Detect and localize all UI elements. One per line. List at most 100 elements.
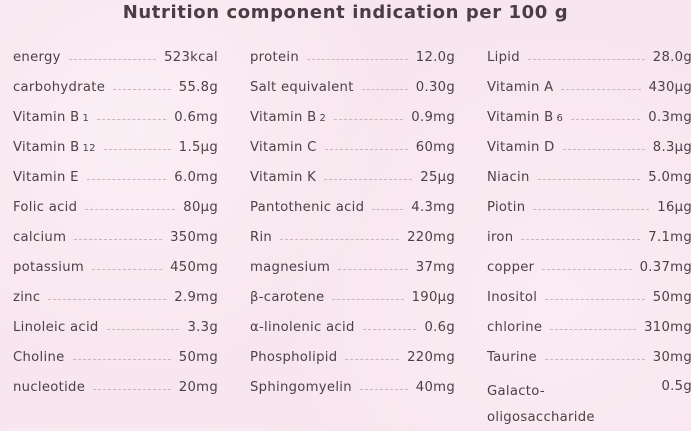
nutrient-value: 310mg	[644, 319, 691, 335]
nutrient-row: Vitamin K 25μg	[250, 162, 455, 192]
nutrient-row: Choline 50mg	[13, 342, 218, 372]
leader-line	[97, 118, 167, 120]
nutrient-value: 8.3μg	[652, 139, 691, 155]
nutrient-row: Rin 220mg	[250, 222, 455, 252]
leader-line	[324, 148, 408, 150]
nutrient-row: Vitamin D 8.3μg	[487, 132, 691, 162]
nutrient-name-text: Piotin	[487, 199, 526, 215]
nutrient-value: 5.0mg	[648, 169, 691, 185]
nutrient-name: copper	[487, 260, 534, 275]
nutrient-value: 28.0g	[652, 49, 691, 65]
nutrient-value: 430μg	[648, 79, 691, 95]
leader-line	[362, 328, 417, 330]
nutrient-row: Sphingomyelin 40mg	[250, 372, 455, 402]
nutrient-name-text: Folic acid	[13, 199, 78, 215]
nutrient-subscript: 12	[82, 142, 96, 154]
nutrient-name: Rin	[250, 230, 272, 245]
nutrient-name: α-linolenic acid	[250, 320, 355, 335]
nutrient-row: Niacin 5.0mg	[487, 162, 691, 192]
nutrient-name-text: Vitamin K	[250, 169, 317, 185]
leader-line	[545, 298, 645, 300]
nutrient-name: Vitamin C	[250, 140, 317, 155]
nutrient-name-text: α-linolenic acid	[250, 319, 355, 335]
leader-line	[72, 358, 171, 360]
nutrient-name-text: Pantothenic acid	[250, 199, 365, 215]
nutrient-name-text: Niacin	[487, 169, 530, 185]
nutrient-name: Piotin	[487, 200, 525, 215]
nutrient-name: Galacto-oligosaccharide	[487, 379, 617, 431]
nutrient-subscript: 2	[319, 112, 327, 124]
nutrient-row: chlorine 310mg	[487, 312, 691, 342]
leader-line	[334, 118, 404, 120]
leader-line	[533, 208, 650, 210]
nutrient-row: calcium 350mg	[13, 222, 218, 252]
nutrient-name-text: Vitamin B	[13, 109, 80, 125]
nutrient-row: Inositol 50mg	[487, 282, 691, 312]
nutrient-name: Taurine	[487, 350, 537, 365]
leader-line	[306, 58, 408, 60]
leader-line	[550, 328, 637, 330]
nutrient-name: zinc	[13, 290, 40, 305]
leader-line	[324, 178, 413, 180]
nutrient-name-text: Salt equivalent	[250, 79, 354, 95]
nutrient-value: 4.3mg	[411, 199, 455, 215]
nutrient-name-text: carbohydrate	[13, 79, 106, 95]
leader-line	[85, 208, 176, 210]
nutrient-row: magnesium 37mg	[250, 252, 455, 282]
nutrient-value: 0.30g	[415, 79, 455, 95]
nutrient-name-text: calcium	[13, 229, 67, 245]
nutrient-value: 50mg	[178, 349, 218, 365]
nutrient-name: nucleotide	[13, 380, 85, 395]
nutrient-name: Lipid	[487, 50, 520, 65]
nutrient-name-text: zinc	[13, 289, 41, 305]
nutrient-name-text: Galacto-oligosaccharide	[487, 384, 595, 425]
leader-line	[103, 148, 171, 150]
nutrient-name-text: Choline	[13, 349, 65, 365]
leader-line	[561, 88, 641, 90]
nutrient-name: magnesium	[250, 260, 330, 275]
nutrient-name: Choline	[13, 350, 65, 365]
nutrient-name-text: Phospholipid	[250, 349, 338, 365]
nutrient-row: Piotin 16μg	[487, 192, 691, 222]
leader-line	[93, 388, 171, 390]
nutrient-value: 0.6g	[424, 319, 455, 335]
nutrient-name-text: Vitamin C	[250, 139, 317, 155]
nutrient-row: Vitamin B 6 0.3mg	[487, 102, 691, 132]
leader-line	[544, 358, 645, 360]
nutrient-name: Niacin	[487, 170, 530, 185]
nutrient-name-text: magnesium	[250, 259, 331, 275]
nutrient-name-text: β-carotene	[250, 289, 325, 305]
nutrient-name: potassium	[13, 260, 84, 275]
nutrient-name: Linoleic acid	[13, 320, 99, 335]
nutrient-name: Pantothenic acid	[250, 200, 364, 215]
nutrient-value: 0.37mg	[639, 259, 691, 275]
leader-line	[106, 328, 180, 330]
nutrient-name-text: nucleotide	[13, 379, 86, 395]
nutrient-value: 6.0mg	[174, 169, 218, 185]
nutrient-name: Folic acid	[13, 200, 77, 215]
nutrient-name-text: Vitamin B	[13, 139, 80, 155]
nutrient-value: 0.6mg	[174, 109, 218, 125]
nutrient-row: Vitamin C 60mg	[250, 132, 455, 162]
nutrient-row: Vitamin B 2 0.9mg	[250, 102, 455, 132]
nutrient-name: Vitamin B 12	[13, 140, 96, 155]
nutrient-name: Vitamin A	[487, 80, 553, 95]
nutrient-value: 20mg	[178, 379, 218, 395]
nutrient-row: Vitamin A 430μg	[487, 72, 691, 102]
nutrient-name: Salt equivalent	[250, 80, 354, 95]
nutrient-row: potassium 450mg	[13, 252, 218, 282]
nutrient-name: Vitamin E	[13, 170, 79, 185]
nutrient-row: Pantothenic acid 4.3mg	[250, 192, 455, 222]
leader-line	[92, 268, 163, 270]
leader-line	[345, 358, 400, 360]
nutrient-value: 220mg	[407, 349, 455, 365]
nutrient-value: 220mg	[407, 229, 455, 245]
leader-line	[361, 88, 408, 90]
nutrient-row: Vitamin B 12 1.5μg	[13, 132, 218, 162]
nutrient-name-text: Linoleic acid	[13, 319, 99, 335]
nutrient-name-text: copper	[487, 259, 535, 275]
nutrient-name-text: Vitamin E	[13, 169, 79, 185]
nutrient-value: 40mg	[415, 379, 455, 395]
